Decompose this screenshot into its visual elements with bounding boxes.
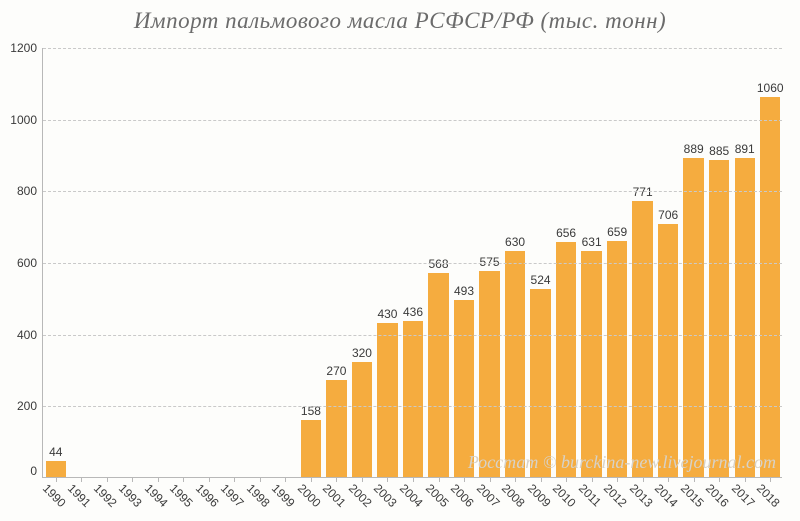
bar-value-label: 631: [582, 235, 602, 251]
bar: 706: [658, 224, 678, 477]
grid-line: [43, 48, 782, 49]
chart-title: Импорт пальмового масла РСФСР/РФ (тыс. т…: [0, 8, 800, 34]
bar-value-label: 630: [505, 235, 525, 251]
bar-value-label: 524: [531, 273, 551, 289]
plot-area: 4415827032043043656849357563052465663165…: [42, 48, 782, 478]
bar: 320: [352, 362, 372, 477]
chart-container: Импорт пальмового масла РСФСР/РФ (тыс. т…: [0, 0, 800, 521]
bar-value-label: 771: [633, 185, 653, 201]
y-tick-label: 600: [17, 256, 43, 270]
y-tick-label: 400: [17, 328, 43, 342]
bar-value-label: 659: [607, 225, 627, 241]
bar: 889: [683, 158, 703, 477]
bar: 656: [556, 242, 576, 477]
x-tick-label: 2018: [754, 477, 787, 510]
bar: 891: [735, 158, 755, 477]
bar-value-label: 656: [556, 226, 576, 242]
bar-value-label: 44: [49, 445, 62, 461]
grid-line: [43, 335, 782, 336]
bar: 771: [632, 201, 652, 477]
y-tick-label: 1200: [10, 41, 43, 55]
grid-line: [43, 406, 782, 407]
grid-line: [43, 263, 782, 264]
bar: 493: [454, 300, 474, 477]
bar-value-label: 320: [352, 346, 372, 362]
bar-value-label: 493: [454, 284, 474, 300]
bar: 885: [709, 160, 729, 477]
bar: 1060: [760, 97, 780, 477]
bar-value-label: 706: [658, 208, 678, 224]
bar: 630: [505, 251, 525, 477]
bar: 430: [377, 323, 397, 477]
bar-value-label: 885: [709, 144, 729, 160]
y-tick-label: 200: [17, 399, 43, 413]
bar: 659: [607, 241, 627, 477]
bar-value-label: 889: [684, 142, 704, 158]
bar-value-label: 436: [403, 305, 423, 321]
y-tick-label: 800: [17, 184, 43, 198]
grid-line: [43, 120, 782, 121]
bar-value-label: 430: [377, 307, 397, 323]
bar-value-label: 568: [428, 257, 448, 273]
bar-value-label: 1060: [757, 81, 784, 97]
y-tick-label: 1000: [10, 113, 43, 127]
y-tick-label: 0: [30, 464, 43, 478]
bar: 568: [428, 273, 448, 477]
bar: 436: [403, 321, 423, 477]
grid-line: [43, 191, 782, 192]
bar: 524: [530, 289, 550, 477]
bar: 575: [479, 271, 499, 477]
bar: 631: [581, 251, 601, 477]
bar: 270: [326, 380, 346, 477]
bar-value-label: 891: [735, 142, 755, 158]
bar: 158: [301, 420, 321, 477]
bar-value-label: 270: [326, 364, 346, 380]
bar: 44: [46, 461, 66, 477]
